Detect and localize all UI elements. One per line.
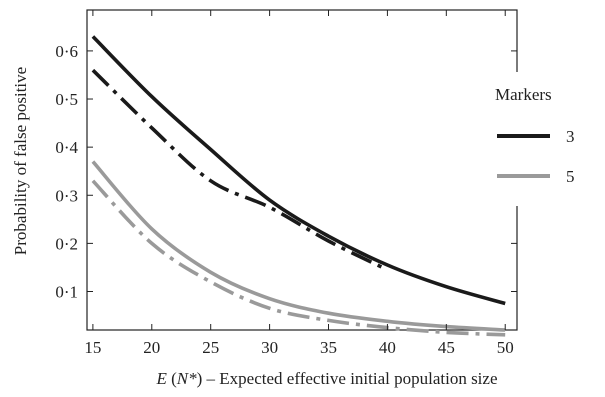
legend-label-5: 5 <box>566 167 575 186</box>
plot-area-border <box>86 9 518 331</box>
x-tick-label: 30 <box>261 338 278 357</box>
y-axis-ticks: 0·1 0·2 0·3 0·4 0·5 0·6 <box>55 42 517 302</box>
y-tick-label: 0·3 <box>55 186 78 205</box>
y-tick-label: 0·2 <box>55 234 78 253</box>
plot-frame <box>86 9 518 331</box>
y-tick-label: 0·4 <box>55 138 78 157</box>
x-axis-label-paren: ( <box>167 369 177 388</box>
x-tick-label: 35 <box>320 338 337 357</box>
x-tick-label: 15 <box>84 338 101 357</box>
y-axis-label: Probability of false positive <box>11 67 30 255</box>
x-tick-label: 20 <box>143 338 160 357</box>
series-line-markers-5-dashdot <box>91 179 506 337</box>
y-tick-label: 0·5 <box>55 90 78 109</box>
series-layer <box>91 35 506 337</box>
series-line-markers-5-solid <box>91 160 506 332</box>
y-tick-label: 0·1 <box>55 283 78 302</box>
series-line-markers-3-dashdot <box>91 68 389 272</box>
x-axis-label-var: E <box>155 369 167 388</box>
x-tick-label: 25 <box>202 338 219 357</box>
series-line-markers-3-solid <box>91 35 506 306</box>
y-tick-label: 0·6 <box>55 42 78 61</box>
legend-label-3: 3 <box>566 127 575 146</box>
legend: Markers 3 5 <box>484 72 602 206</box>
legend-background <box>484 72 602 206</box>
x-axis-ticks: 15 20 25 30 35 40 45 50 <box>84 10 514 357</box>
x-tick-label: 45 <box>438 338 455 357</box>
x-axis-label-rest: ) – Expected effective initial populatio… <box>197 369 498 388</box>
x-tick-label: 40 <box>379 338 396 357</box>
x-tick-label: 50 <box>497 338 514 357</box>
x-axis-label: E (N*) – Expected effective initial popu… <box>155 369 497 388</box>
legend-title: Markers <box>495 85 552 104</box>
x-axis-label-nstar: N* <box>176 369 197 388</box>
